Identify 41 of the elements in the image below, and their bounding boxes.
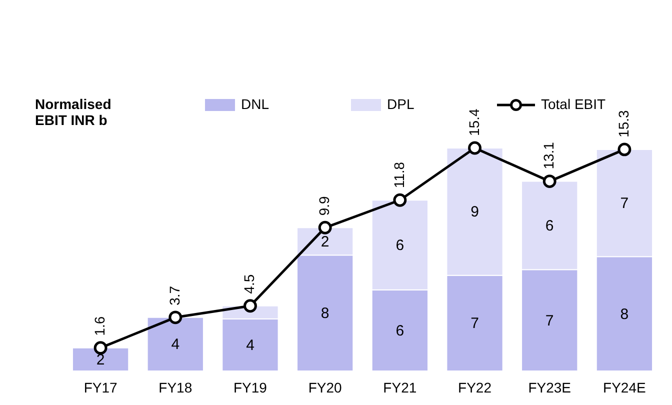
data-label: 15.3 [615,110,632,138]
point [244,299,257,313]
x-tick-label: FY20 [308,380,342,396]
data-label: 8 [620,306,629,323]
data-label: 13.1 [540,142,557,170]
data-label: 7 [470,315,479,332]
y-axis-title: Normalised EBIT INR b [35,96,112,128]
legend-label: DPL [387,96,414,112]
data-label: 4.5 [241,274,258,294]
data-label: 3.7 [166,286,182,306]
point [468,141,482,155]
data-label: 9 [470,204,479,221]
point [168,310,182,324]
x-tick-label: FY21 [383,380,417,396]
data-label: 8 [320,305,330,322]
x-tick-label: FY19 [234,380,268,396]
data-label: 7 [620,195,629,212]
x-tick-label: FY22 [458,380,492,396]
point [318,220,332,234]
point [94,341,108,355]
legend-label: DNL [241,96,270,112]
data-label: 6 [545,217,554,234]
point [542,174,556,188]
data-label: 6 [396,237,404,254]
data-label: 1.6 [92,316,108,336]
data-label: 4 [246,336,254,354]
legend-label: Total EBIT [541,96,606,112]
x-tick-label: FY24E [603,380,646,396]
data-label: 2 [96,351,105,368]
data-label: 9.9 [316,196,332,216]
x-tick-label: FY23E [528,380,572,396]
x-tick-label: FY17 [84,380,118,396]
data-label: 4 [171,336,180,354]
x-tick-label: FY18 [158,380,192,396]
point [618,142,632,156]
data-label: 6 [396,322,404,340]
data-label: 2 [320,233,330,250]
data-label: 11.8 [390,162,407,188]
point [393,193,407,207]
data-label: 15.4 [466,108,482,136]
data-label: 7 [545,312,554,330]
